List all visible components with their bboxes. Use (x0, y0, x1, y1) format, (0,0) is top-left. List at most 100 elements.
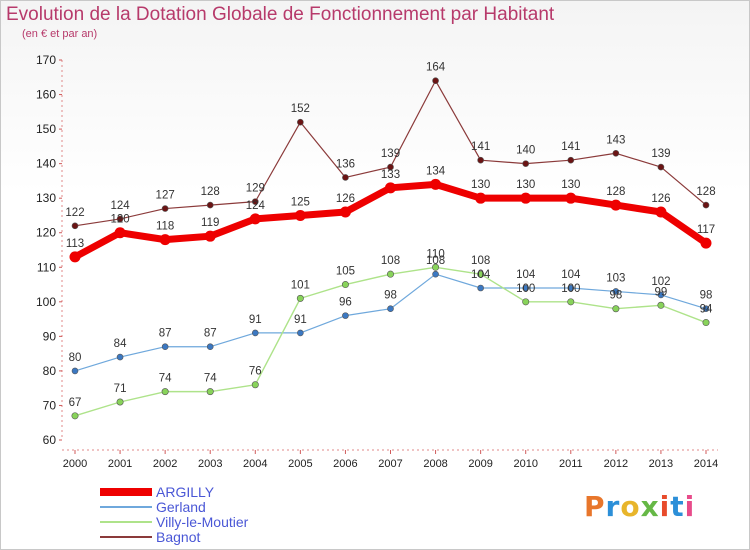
data-point-argilly (430, 178, 442, 190)
data-point-bagnot (161, 205, 169, 212)
data-label-villy-le-moutier: 94 (700, 304, 713, 316)
data-label-gerland: 102 (651, 276, 670, 288)
data-point-bagnot (387, 163, 394, 171)
data-point-villy-le-moutier (386, 270, 394, 278)
data-label-argilly: 124 (246, 200, 266, 212)
x-tick-label: 2004 (243, 458, 267, 470)
data-label-bagnot: 152 (291, 103, 310, 115)
chart-title: Evolution de la Dotation Globale de Fonc… (6, 4, 555, 25)
data-label-villy-le-moutier: 71 (114, 383, 127, 395)
data-point-argilly (655, 206, 667, 218)
data-label-bagnot: 128 (201, 186, 220, 198)
data-label-argilly: 117 (697, 224, 715, 236)
data-point-argilly (475, 192, 487, 204)
data-label-bagnot: 164 (426, 62, 446, 74)
data-point-bagnot (702, 201, 710, 209)
data-label-argilly: 130 (516, 179, 535, 191)
data-label-gerland: 91 (294, 314, 307, 326)
data-point-bagnot (522, 160, 530, 167)
data-label-bagnot: 129 (246, 183, 265, 195)
data-point-bagnot (251, 198, 259, 205)
data-point-villy-le-moutier (657, 301, 665, 309)
x-tick-label: 2001 (108, 458, 132, 470)
data-point-gerland (251, 329, 259, 337)
y-tick-label: 130 (36, 191, 56, 205)
x-tick-label: 2006 (333, 458, 357, 470)
legend-item-villy-le-moutier: Villy-le-Moutier (100, 514, 248, 529)
data-point-gerland (116, 353, 124, 361)
x-tick-label: 2002 (153, 458, 177, 470)
data-label-villy-le-moutier: 99 (655, 286, 668, 298)
data-point-argilly (159, 234, 171, 246)
x-tick-label: 2005 (288, 458, 312, 470)
data-point-gerland (206, 343, 214, 351)
data-label-argilly: 119 (201, 217, 219, 229)
data-label-bagnot: 128 (696, 186, 715, 198)
data-label-gerland: 104 (516, 269, 536, 281)
data-labels: 80 84 87 87 91 91 96 98 108 104 104 104 103 102 98 67 71… (65, 62, 715, 409)
y-tick-label: 160 (36, 88, 56, 102)
data-label-gerland: 91 (249, 314, 262, 326)
y-tick-label: 120 (36, 226, 56, 240)
legend-item-gerland: Gerland (100, 499, 248, 514)
data-label-gerland: 87 (159, 328, 172, 340)
legend-swatch-argilly (100, 488, 152, 497)
data-point-gerland (567, 284, 575, 292)
data-point-villy-le-moutier (251, 381, 259, 389)
data-label-argilly: 118 (156, 221, 174, 233)
data-point-villy-le-moutier (206, 388, 214, 396)
data-label-argilly: 120 (110, 214, 129, 226)
data-point-villy-le-moutier (702, 319, 710, 327)
data-label-bagnot: 143 (606, 134, 625, 146)
logo-letter: r (605, 490, 621, 523)
data-label-bagnot: 122 (65, 207, 84, 219)
x-tick-label: 2008 (423, 458, 447, 470)
data-point-argilly (249, 213, 261, 225)
data-point-villy-le-moutier (612, 305, 620, 313)
data-point-villy-le-moutier (71, 412, 79, 420)
logo-letter: x (640, 490, 660, 523)
data-point-villy-le-moutier (116, 398, 124, 406)
data-point-bagnot (657, 163, 665, 171)
data-label-argilly: 128 (606, 186, 625, 198)
data-label-villy-le-moutier: 105 (336, 266, 355, 278)
legend-label-gerland: Gerland (156, 498, 206, 515)
data-point-gerland (387, 305, 394, 313)
data-label-gerland: 98 (700, 290, 713, 302)
y-tick-label: 60 (43, 433, 57, 447)
data-point-gerland (297, 329, 304, 337)
data-label-gerland: 87 (204, 328, 217, 340)
data-label-bagnot: 136 (336, 158, 355, 170)
data-label-argilly: 126 (651, 193, 670, 205)
data-label-argilly: 126 (336, 193, 355, 205)
x-tick-label: 2007 (378, 458, 402, 470)
data-label-gerland: 80 (69, 352, 82, 364)
data-point-villy-le-moutier (341, 281, 349, 289)
data-point-gerland (342, 312, 349, 319)
y-tick-label: 70 (43, 398, 57, 412)
data-label-bagnot: 141 (471, 141, 490, 153)
data-point-villy-le-moutier (296, 294, 304, 302)
data-point-bagnot (477, 156, 484, 164)
data-point-bagnot (612, 149, 620, 157)
x-tick-label: 2013 (649, 458, 673, 470)
data-point-argilly (565, 192, 577, 204)
data-label-bagnot: 127 (156, 190, 175, 202)
data-label-villy-le-moutier: 108 (471, 255, 490, 267)
data-label-bagnot: 139 (381, 148, 400, 160)
data-point-gerland (612, 288, 620, 295)
data-point-bagnot (342, 174, 349, 181)
data-point-argilly (114, 227, 126, 239)
data-point-villy-le-moutier (567, 298, 575, 306)
data-label-villy-le-moutier: 101 (291, 279, 310, 291)
legend-swatch-bagnot (100, 536, 152, 539)
data-label-bagnot: 140 (516, 145, 535, 157)
data-point-bagnot (297, 118, 304, 126)
data-point-argilly (339, 206, 351, 218)
y-tick-label: 140 (36, 157, 56, 171)
series-line-gerland (74, 273, 707, 372)
y-tick-label: 100 (36, 295, 56, 309)
legend-label-villy-le-moutier: Villy-le-Moutier (156, 513, 249, 530)
y-tick-label: 80 (43, 364, 57, 378)
